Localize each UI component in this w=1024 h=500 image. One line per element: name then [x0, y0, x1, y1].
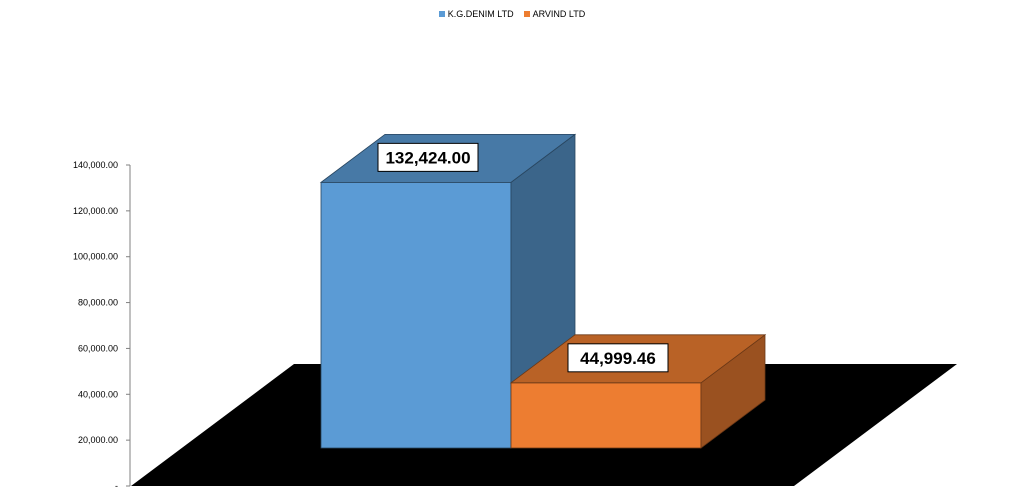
- y-tick-label: 60,000.00: [78, 343, 118, 353]
- data-label-box: [377, 142, 479, 172]
- legend-item-arvind: ARVIND LTD: [523, 9, 586, 19]
- y-tick-label: -: [115, 481, 118, 491]
- y-tick-label: 80,000.00: [78, 298, 118, 308]
- data-label-box: [567, 343, 669, 373]
- legend: K.G.DENIM LTD ARVIND LTD: [0, 9, 1024, 19]
- legend-swatch-arvind: [523, 11, 530, 17]
- y-tick-label: 100,000.00: [73, 252, 118, 262]
- legend-label-arvind: ARVIND LTD: [532, 9, 586, 19]
- legend-item-kg-denim: K.G.DENIM LTD: [438, 9, 514, 19]
- bar-front: [510, 382, 702, 449]
- legend-label-kg-denim: K.G.DENIM LTD: [447, 9, 514, 19]
- y-tick-label: 40,000.00: [78, 389, 118, 399]
- legend-swatch-kg-denim: [438, 11, 445, 17]
- data-label: 132,424.00: [385, 148, 470, 167]
- y-tick-label: 120,000.00: [73, 206, 118, 216]
- y-tick-label: 20,000.00: [78, 435, 118, 445]
- bar-front: [320, 181, 512, 449]
- y-tick-label: 140,000.00: [73, 160, 118, 170]
- data-label: 44,999.46: [580, 349, 656, 368]
